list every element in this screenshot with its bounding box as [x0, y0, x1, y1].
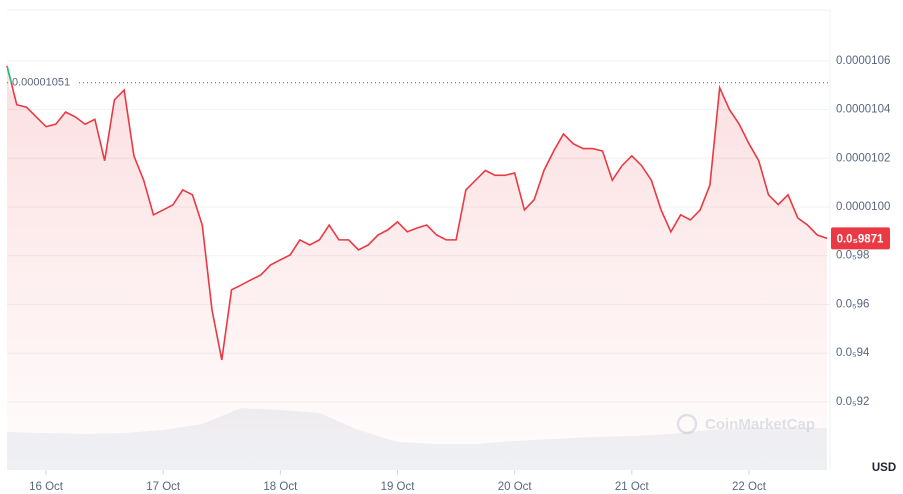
baseline-label-bg	[9, 73, 77, 90]
y-tick-label: 0.0000102	[836, 152, 890, 164]
watermark-text: CoinMarketCap	[705, 416, 815, 433]
baseline-label: 0.00001051	[12, 77, 70, 89]
price-line	[6, 65, 828, 361]
current-price-label: 0.0₅9871	[837, 233, 884, 245]
x-tick-label: 18 Oct	[263, 481, 298, 493]
y-tick-label: 0.0₅96	[836, 298, 869, 310]
y-tick-label: 0.0₅92	[836, 396, 869, 408]
x-tick-label: 19 Oct	[381, 481, 416, 493]
y-tick-label: 0.0000100	[836, 201, 890, 213]
y-tick-label: 0.0000106	[836, 55, 890, 67]
currency-label: USD	[872, 462, 896, 474]
y-tick-label: 0.0000104	[836, 104, 891, 116]
x-tick-label: 21 Oct	[615, 481, 650, 493]
x-tick-label: 16 Oct	[29, 481, 64, 493]
current-price-tag	[831, 227, 890, 250]
y-tick-label: 0.0₅94	[836, 347, 870, 359]
y-tick-label: 0.0₅98	[836, 250, 869, 262]
x-tick-label: 22 Oct	[732, 481, 767, 493]
watermark-logo	[676, 413, 698, 435]
watermark: CoinMarketCap	[676, 413, 815, 435]
x-tick-label: 20 Oct	[498, 481, 533, 493]
plot: 0.0000106 0.0000104 0.0000102 0.0000100 0.0₅…	[6, 9, 891, 493]
x-tick-label: 17 Oct	[146, 481, 181, 493]
